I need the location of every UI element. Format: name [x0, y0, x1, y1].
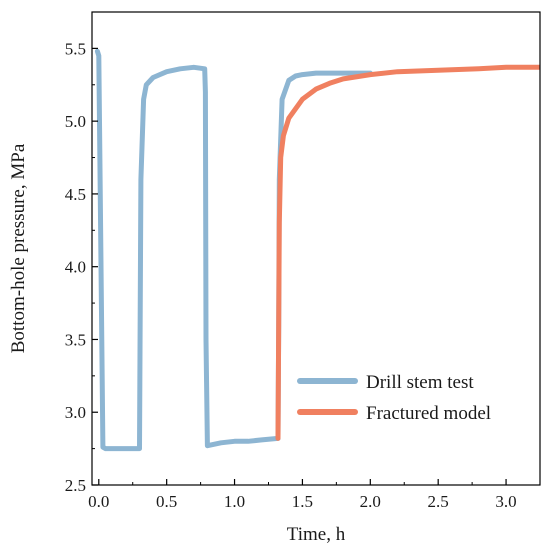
- axis-ticks: 0.0 0.5 1.0 1.5 2.0 2.5 3.0 2.5 3.0 3.5 4.0 4.5 5.0 5…: [65, 39, 517, 511]
- x-tick-label: 2.0: [360, 492, 381, 511]
- y-tick-label: 4.0: [65, 258, 86, 277]
- legend-label-1: Drill stem test: [366, 372, 474, 393]
- x-tick-label: 3.0: [495, 492, 516, 511]
- x-tick-label: 1.0: [224, 492, 245, 511]
- series-line-2: [275, 64, 540, 441]
- x-tick-label: 0.0: [88, 492, 109, 511]
- y-tick-label: 5.0: [65, 112, 86, 131]
- x-tick-label: 0.5: [156, 492, 177, 511]
- plot-frame: [91, 11, 541, 486]
- legend-label-2: Fractured model: [366, 403, 491, 424]
- y-tick-label: 5.5: [65, 39, 86, 58]
- legend: Drill stem test Fractured model: [297, 372, 491, 424]
- y-axis-title: Bottom-hole pressure, MPa: [8, 143, 29, 353]
- x-axis-title: Time, h: [287, 524, 346, 545]
- y-tick-label: 3.5: [65, 330, 86, 349]
- y-tick-label: 3.0: [65, 403, 86, 422]
- y-tick-label: 4.5: [65, 185, 86, 204]
- series-line-1: [94, 48, 373, 452]
- y-tick-label: 2.5: [65, 476, 86, 495]
- x-tick-label: 2.5: [428, 492, 449, 511]
- x-tick-label: 1.5: [292, 492, 313, 511]
- plot-area: [94, 48, 540, 452]
